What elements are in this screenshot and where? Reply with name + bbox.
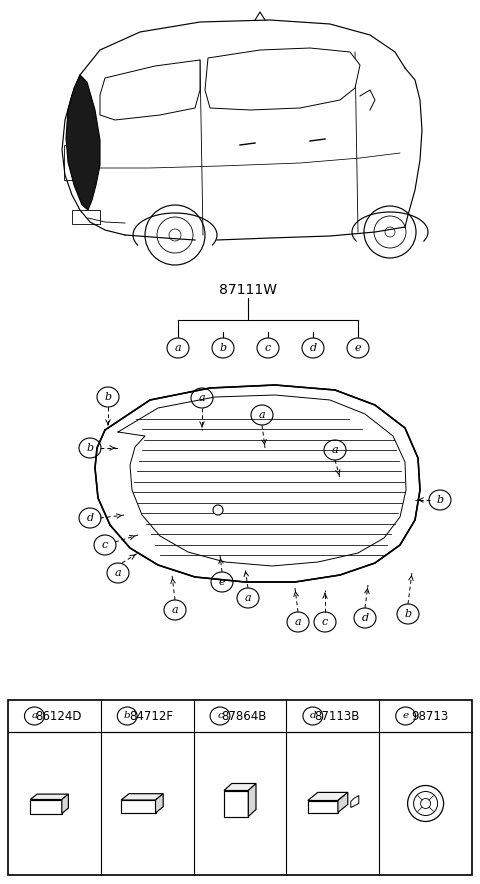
Text: 87111W: 87111W xyxy=(219,283,277,297)
Polygon shape xyxy=(308,801,338,812)
Polygon shape xyxy=(308,792,348,801)
Text: e: e xyxy=(403,712,408,720)
Text: a: a xyxy=(245,593,252,603)
Text: d: d xyxy=(361,613,369,623)
Text: e: e xyxy=(219,577,225,587)
Polygon shape xyxy=(338,792,348,812)
Polygon shape xyxy=(224,790,248,817)
Text: 98713: 98713 xyxy=(411,710,448,722)
Text: a: a xyxy=(295,617,301,627)
Text: a: a xyxy=(31,712,37,720)
Text: 84712F: 84712F xyxy=(129,710,173,722)
Polygon shape xyxy=(100,60,200,120)
Text: 86124D: 86124D xyxy=(35,710,82,722)
Text: d: d xyxy=(310,712,316,720)
Text: a: a xyxy=(115,568,121,578)
Polygon shape xyxy=(248,783,256,817)
Text: b: b xyxy=(124,712,131,720)
Text: 87113B: 87113B xyxy=(314,710,360,722)
Text: 87864B: 87864B xyxy=(221,710,267,722)
Bar xyxy=(8,700,472,875)
Polygon shape xyxy=(224,783,256,790)
Text: d: d xyxy=(86,513,94,523)
Text: c: c xyxy=(102,540,108,550)
Text: b: b xyxy=(405,609,411,619)
Polygon shape xyxy=(30,794,69,799)
Text: a: a xyxy=(259,410,265,420)
Text: b: b xyxy=(436,495,444,505)
Text: a: a xyxy=(172,605,178,615)
Bar xyxy=(72,210,100,224)
Text: a: a xyxy=(175,343,181,353)
Text: c: c xyxy=(322,617,328,627)
Polygon shape xyxy=(156,794,163,813)
Text: c: c xyxy=(217,712,223,720)
Text: b: b xyxy=(219,343,227,353)
Text: a: a xyxy=(332,445,338,455)
Text: b: b xyxy=(86,443,94,453)
Polygon shape xyxy=(66,75,100,210)
Polygon shape xyxy=(351,796,359,807)
Text: d: d xyxy=(310,343,317,353)
Text: b: b xyxy=(105,392,111,402)
Polygon shape xyxy=(121,794,163,800)
Bar xyxy=(64,145,74,180)
Polygon shape xyxy=(205,48,360,110)
Text: c: c xyxy=(265,343,271,353)
Circle shape xyxy=(213,505,223,515)
Polygon shape xyxy=(121,800,156,813)
Polygon shape xyxy=(95,385,420,582)
Text: a: a xyxy=(199,393,205,403)
Polygon shape xyxy=(30,799,62,813)
Text: e: e xyxy=(355,343,361,353)
Polygon shape xyxy=(62,794,69,813)
